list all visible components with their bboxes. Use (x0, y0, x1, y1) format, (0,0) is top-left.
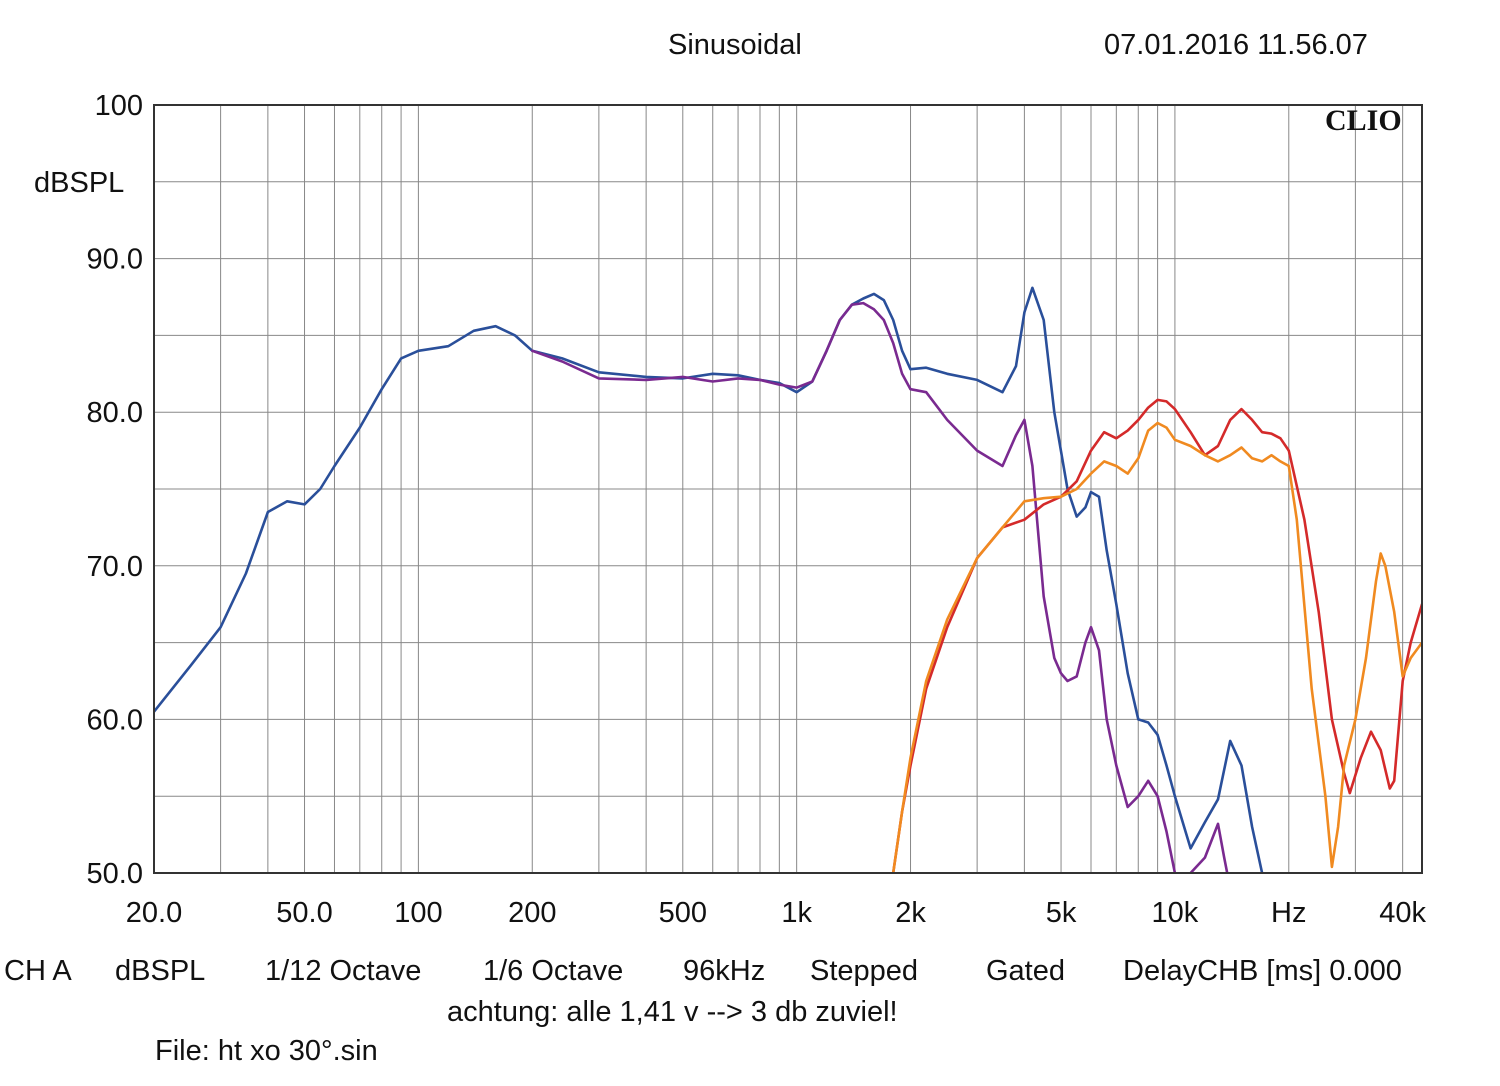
footer-gating: Gated (986, 955, 1065, 987)
chart-title: Sinusoidal (668, 29, 802, 61)
x-tick-label: 100 (394, 897, 442, 929)
plot-frame (153, 104, 1423, 874)
series-lines (154, 286, 1422, 873)
footer-settings: CH A dBSPL 1/12 Octave 1/6 Octave 96kHz … (0, 957, 1500, 991)
x-tick-label: 500 (659, 897, 707, 929)
x-tick-label: 200 (508, 897, 556, 929)
x-tick-label: 50.0 (276, 897, 332, 929)
x-tick-label: 10k (1152, 897, 1199, 929)
x-tick-label: 2k (895, 897, 926, 929)
footer-note: achtung: alle 1,41 v --> 3 db zuviel! (447, 996, 898, 1028)
x-tick-label: Hz (1271, 897, 1306, 929)
footer-channel: CH A (4, 955, 72, 987)
y-tick-label: 90.0 (87, 244, 143, 276)
footer-delay: DelayCHB [ms] 0.000 (1123, 955, 1402, 987)
y-tick-label: 50.0 (87, 858, 143, 890)
footer-smoothing-b: 1/6 Octave (483, 955, 624, 987)
series-line-2 (530, 301, 1229, 873)
y-tick-label: 70.0 (87, 551, 143, 583)
x-tick-label: 5k (1046, 897, 1077, 929)
y-tick-label: 100 (95, 90, 143, 122)
series-line-1 (154, 286, 1264, 873)
x-tick-label: 1k (781, 897, 812, 929)
series-line-4 (891, 421, 1422, 873)
footer-samplerate: 96kHz (683, 955, 766, 987)
footer-smoothing-a: 1/12 Octave (265, 955, 422, 987)
x-tick-label: 20.0 (126, 897, 182, 929)
y-axis-label: dBSPL (34, 167, 124, 199)
tick-labels: 100 90.0 80.0 70.0 60.0 50.0 20.0 50.0 100 200 500… (87, 90, 1427, 929)
x-tick-label: 40k (1379, 897, 1426, 929)
file-name: File: ht xo 30°.sin (155, 1035, 378, 1067)
footer-mode: Stepped (810, 955, 919, 987)
footer-unit: dBSPL (115, 955, 206, 987)
grid (154, 105, 1422, 873)
y-tick-label: 80.0 (87, 397, 143, 429)
timestamp: 07.01.2016 11.56.07 (1104, 29, 1368, 61)
brand-logo: CLIO (1325, 104, 1402, 137)
y-tick-label: 60.0 (87, 704, 143, 736)
